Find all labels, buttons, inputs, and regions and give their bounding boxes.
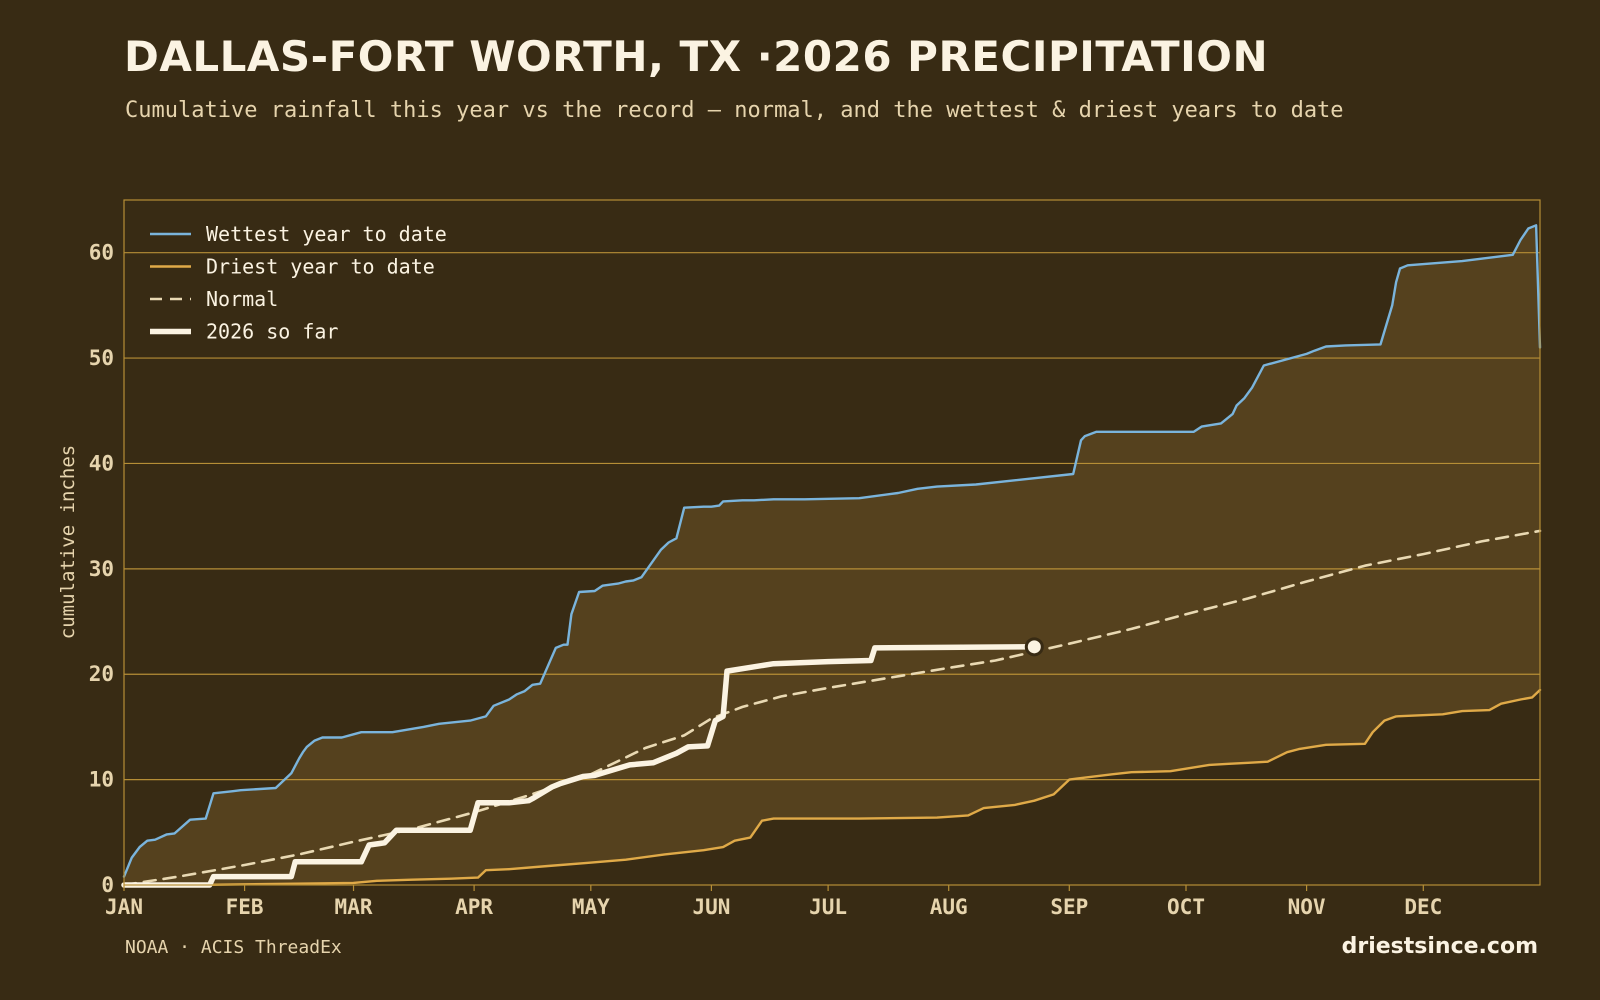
- plot-frame: [123, 199, 1541, 886]
- x-tick-label: APR: [455, 895, 493, 919]
- brand-link[interactable]: driestsince.com: [1341, 934, 1538, 959]
- x-tick-label: DEC: [1404, 895, 1442, 919]
- y-axis-label: cumulative inches: [57, 445, 79, 639]
- data-source: NOAA · ACIS ThreadEx: [125, 937, 342, 958]
- x-tick-label: JUL: [809, 895, 847, 919]
- series-lines: [121, 224, 1542, 888]
- x-axis-ticks: JAN FEB MAR APR MAY JUN JUL AUG SEP OCT NOV DEC: [105, 885, 1442, 919]
- x-tick-label: FEB: [226, 895, 264, 919]
- y-tick-label: 60: [89, 241, 114, 265]
- y-axis-ticks: 0 10 20 30 40 50 60: [89, 241, 114, 897]
- chart-subtitle: Cumulative rainfall this year vs the rec…: [125, 98, 1344, 123]
- legend-label-driest: Driest year to date: [206, 255, 435, 279]
- wettest-series-line: [122, 224, 1542, 878]
- range-band: [124, 225, 1540, 886]
- y-tick-label: 0: [101, 873, 114, 897]
- x-tick-label: MAY: [572, 895, 610, 919]
- legend: Wettest year to date Driest year to date N…: [150, 222, 447, 344]
- legend-label-normal: Normal: [206, 287, 278, 311]
- wettest-driest-band: [124, 225, 1540, 886]
- y-tick-label: 40: [89, 451, 114, 475]
- legend-label-current: 2026 so far: [206, 320, 338, 344]
- y-tick-label: 10: [89, 768, 114, 792]
- x-tick-label: JUN: [692, 895, 730, 919]
- legend-label-wettest: Wettest year to date: [206, 222, 447, 246]
- driest-series-line: [122, 688, 1542, 887]
- current-value-marker: [1024, 637, 1044, 657]
- chart-title: DALLAS-FORT WORTH, TX ·2026 PRECIPITATIO…: [124, 32, 1269, 81]
- x-tick-label: JAN: [105, 895, 143, 919]
- current-series-line: [121, 644, 1038, 888]
- y-tick-label: 20: [89, 662, 114, 686]
- x-tick-label: AUG: [930, 895, 968, 919]
- x-tick-label: NOV: [1288, 895, 1326, 919]
- x-tick-label: OCT: [1167, 895, 1205, 919]
- gridlines: [124, 252, 1540, 781]
- x-tick-label: MAR: [335, 895, 373, 919]
- normal-series-line: [122, 529, 1542, 887]
- y-tick-label: 30: [89, 557, 114, 581]
- y-tick-label: 50: [89, 346, 114, 370]
- x-tick-label: SEP: [1050, 895, 1088, 919]
